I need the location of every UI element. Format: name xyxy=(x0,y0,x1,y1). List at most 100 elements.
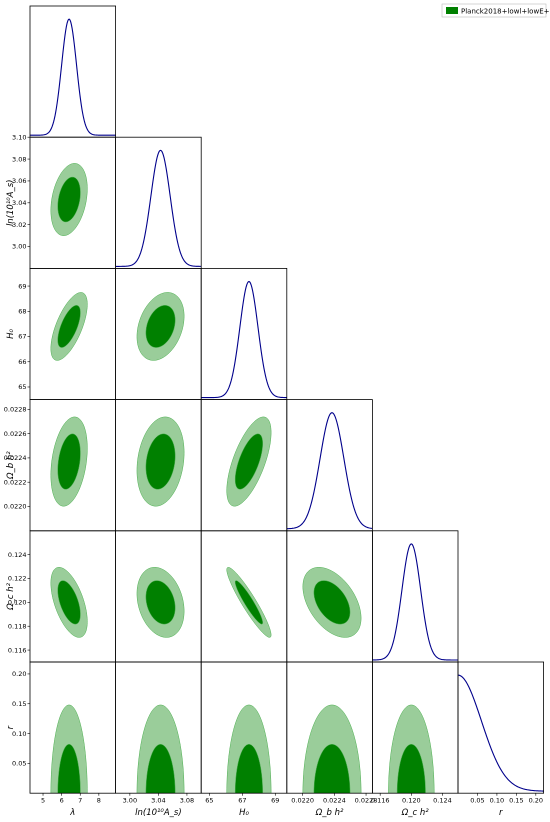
y-tick-label: 0.0220 xyxy=(4,503,27,511)
y-tick-label: 0.0228 xyxy=(4,406,27,414)
x-tick-label: 65 xyxy=(205,797,213,805)
panel-ombh2-ombh2 xyxy=(286,399,373,532)
y-tick-label: 66 xyxy=(18,358,26,366)
panel-content xyxy=(50,416,88,507)
y-tick-label: 3.02 xyxy=(12,221,26,229)
contour-1sigma xyxy=(57,744,81,794)
panel-H0-lnAs xyxy=(115,267,202,400)
x-tick-label: 0.124 xyxy=(433,797,452,805)
panel-omch2-omch2 xyxy=(371,530,459,663)
panel-omch2-lnAs xyxy=(115,530,202,663)
panel-content xyxy=(136,416,185,507)
panel-frame xyxy=(115,136,202,269)
x-tick-label: 3.04 xyxy=(151,797,165,805)
panel-content xyxy=(50,163,88,236)
contour-1sigma xyxy=(145,433,176,490)
x-tick-label: 0.0228 xyxy=(355,797,378,805)
y-tick-label: 3.04 xyxy=(12,199,26,207)
panel-r-H0: 65 67 69 H₀ xyxy=(200,661,288,818)
x-tick-label: 0.116 xyxy=(371,797,390,805)
legend-frame xyxy=(441,3,547,18)
panel-content xyxy=(136,292,185,361)
panel-content xyxy=(50,704,88,794)
y-axis-label-omch2: Ω_c h² xyxy=(6,582,16,611)
y-axis-label-H0: H₀ xyxy=(6,329,16,339)
panel-content xyxy=(226,567,272,638)
panel-omch2-ombh2 xyxy=(286,530,373,663)
panel-content xyxy=(50,567,88,638)
x-tick-label: 7 xyxy=(78,797,82,805)
panel-r-lnAs: 3.00 3.04 3.08 ln(10¹⁰A_s) xyxy=(115,661,202,818)
x-tick-label: 0.120 xyxy=(402,797,421,805)
contour-1sigma xyxy=(234,744,263,794)
x-tick-label: 0.0220 xyxy=(291,797,314,805)
x-tick-label: 0.05 xyxy=(470,797,484,805)
panel-lnAs-lambda: 3.00 3.02 3.04 3.06 3.08 3.10 ln(10¹⁰A_s) xyxy=(6,133,116,269)
x-axis-label-r: r xyxy=(499,808,503,818)
contour-1sigma xyxy=(396,744,426,794)
panel-frame xyxy=(286,399,373,532)
x-tick-label: 5 xyxy=(41,797,45,805)
marginal-curve-H0 xyxy=(201,280,287,399)
panel-ombh2-lambda: 0.0220 0.0222 0.0224 0.0226 0.0228 Ω_b h² xyxy=(4,399,116,532)
x-axis-label-omch2: Ω_c h² xyxy=(401,808,430,818)
y-tick-label: 3.00 xyxy=(12,243,26,251)
panel-content xyxy=(226,416,272,507)
marginal-curve-ombh2 xyxy=(286,412,373,530)
x-tick-label: 8 xyxy=(97,797,101,805)
marginal-curve-lnAs xyxy=(115,149,202,267)
contour-1sigma xyxy=(57,305,81,348)
x-tick-label: 0.15 xyxy=(509,797,523,805)
panel-content xyxy=(458,674,544,792)
panel-content xyxy=(50,292,88,361)
y-axis-label-r: r xyxy=(6,725,16,729)
panel-content xyxy=(115,149,202,267)
y-tick-label: 0.05 xyxy=(12,760,26,768)
y-tick-label: 65 xyxy=(18,383,26,391)
panel-omch2-H0 xyxy=(200,530,288,663)
y-tick-label: 0.124 xyxy=(8,551,27,559)
panel-ombh2-H0 xyxy=(200,399,288,532)
x-tick-label: 67 xyxy=(238,797,246,805)
panel-omch2-lambda: 0.116 0.118 0.120 0.122 0.124 Ω_c h² xyxy=(6,530,116,663)
y-tick-label: 3.08 xyxy=(12,155,26,163)
contour-1sigma xyxy=(234,580,263,625)
y-tick-label: 0.122 xyxy=(8,575,27,583)
panel-frame xyxy=(200,267,288,400)
x-axis-label-H0: H₀ xyxy=(239,808,249,818)
y-tick-label: 0.15 xyxy=(12,700,26,708)
y-tick-label: 3.06 xyxy=(12,177,26,185)
panel-content xyxy=(302,567,362,638)
panel-r-r: 0.05 0.10 0.15 0.20 r xyxy=(457,661,544,818)
panel-H0-H0 xyxy=(200,267,288,400)
panel-ombh2-lnAs xyxy=(115,399,202,532)
y-tick-label: 0.20 xyxy=(12,670,26,678)
panel-content xyxy=(302,704,362,794)
legend-swatch xyxy=(446,7,458,14)
x-axis-label-lambda: λ xyxy=(69,808,75,818)
panel-content xyxy=(136,567,185,638)
x-tick-label: 3.08 xyxy=(180,797,194,805)
marginal-curve-r xyxy=(458,674,544,792)
x-tick-label: 0.20 xyxy=(529,797,543,805)
x-axis-label-lnAs: ln(10¹⁰A_s) xyxy=(135,808,182,818)
contour-1sigma xyxy=(313,580,351,625)
contour-1sigma xyxy=(57,580,81,625)
y-tick-label: 67 xyxy=(18,333,26,341)
contour-1sigma xyxy=(234,433,263,490)
panel-content xyxy=(388,704,435,794)
marginal-curve-lambda xyxy=(30,18,116,136)
panel-H0-lambda: 65 66 67 68 69 H₀ xyxy=(6,267,116,400)
contour-1sigma xyxy=(145,305,176,348)
panel-grid: 3.003.023.043.063.083.10ln(10¹⁰A_s)65666… xyxy=(4,5,544,818)
y-axis-label-ombh2: Ω_b h² xyxy=(6,451,16,480)
contour-1sigma xyxy=(57,433,81,490)
panel-content xyxy=(201,280,287,399)
y-tick-label: 0.118 xyxy=(8,622,27,630)
x-tick-label: 3.00 xyxy=(123,797,137,805)
y-tick-label: 0.116 xyxy=(8,646,27,654)
panel-content xyxy=(136,704,185,794)
panel-content xyxy=(286,412,373,530)
